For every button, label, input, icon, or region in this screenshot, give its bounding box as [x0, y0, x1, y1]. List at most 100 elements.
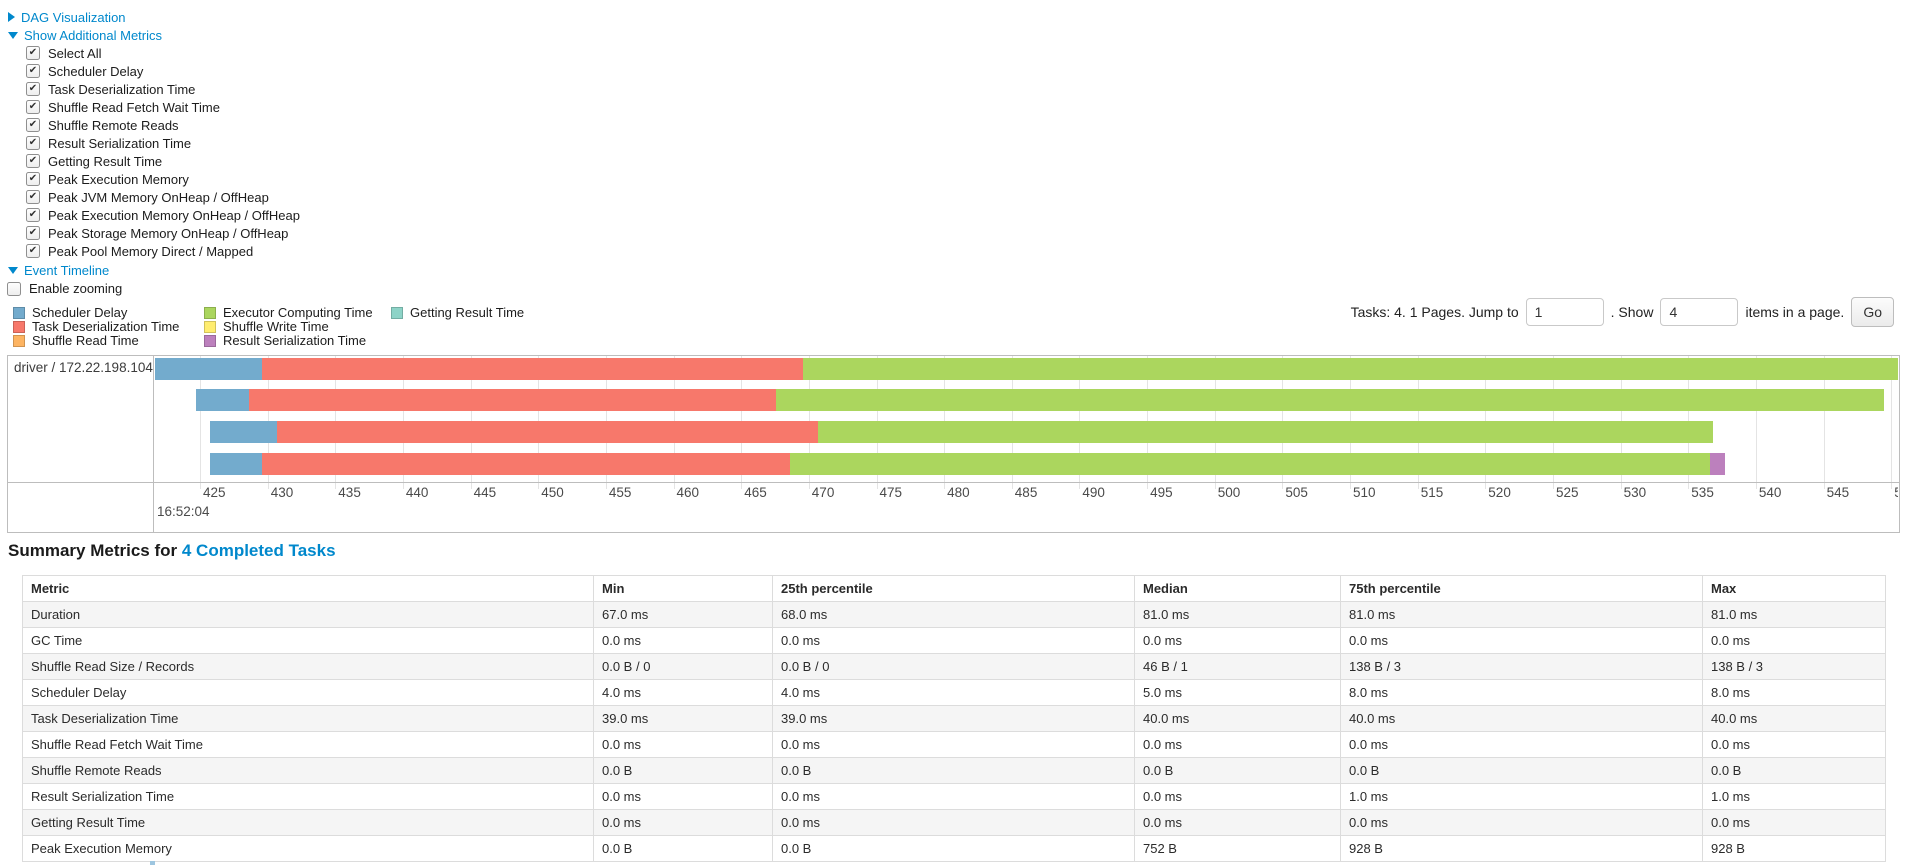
legend-label: Task Deserialization Time [32, 319, 180, 335]
task-segment-executor-computing[interactable] [789, 453, 1710, 475]
axis-tick-label: 485 [1014, 485, 1038, 500]
task-segment-task-deserialization[interactable] [262, 358, 804, 380]
legend-swatch-executor-computing [204, 306, 216, 319]
metric-value-cell: 0.0 ms [1340, 809, 1703, 836]
metric-name-cell: Peak Execution Memory [22, 835, 594, 862]
metric-list-item: ✔ Peak Pool Memory Direct / Mapped [26, 242, 300, 260]
legend-label: Scheduler Delay [32, 305, 128, 321]
metric-value-cell: 0.0 ms [772, 783, 1135, 810]
legend-swatch-result-serialization [204, 334, 216, 347]
axis-tick-label: 435 [338, 485, 361, 500]
metric-value-cell: 46 B / 1 [1134, 653, 1341, 680]
metric-checkbox-checked[interactable]: ✔ [26, 172, 40, 186]
column-header: Metric [22, 575, 594, 602]
items-per-page-input[interactable] [1660, 298, 1739, 326]
table-row: Getting Result Time 0.0 ms 0.0 ms 0.0 ms 0.0… [22, 809, 1886, 836]
task-segment-scheduler-delay[interactable] [209, 421, 278, 443]
legend-item: Getting Result Time [391, 305, 524, 320]
task-segment-task-deserialization[interactable] [262, 453, 790, 475]
task-pagination: Tasks: 4. 1 Pages. Jump to . Show items … [1351, 297, 1894, 327]
axis-tick-label: 510 [1353, 485, 1376, 500]
column-header: Max [1702, 575, 1886, 602]
timeline-legend: Scheduler Delay Task Deserialization Time… [13, 305, 713, 349]
event-timeline-label: Event Timeline [24, 262, 110, 278]
legend-label: Shuffle Write Time [223, 319, 329, 335]
task-segment-result-serialization[interactable] [1709, 453, 1725, 475]
column-header: Min [593, 575, 773, 602]
metric-name-cell: Scheduler Delay [22, 679, 594, 706]
metric-checkbox-label: Result Serialization Time [48, 135, 192, 151]
enable-zooming-row: Enable zooming [7, 281, 122, 296]
event-timeline-toggle[interactable]: Event Timeline [8, 262, 109, 278]
metric-checkbox-checked[interactable]: ✔ [26, 46, 40, 60]
legend-item: Executor Computing Time [204, 305, 373, 320]
legend-item: Scheduler Delay [13, 305, 179, 321]
table-row: Peak Execution Memory 0.0 B 0.0 B 752 B 928 … [22, 835, 1886, 862]
metric-value-cell: 5.0 ms [1134, 679, 1341, 706]
axis-tick-label: 425 [203, 485, 226, 500]
metric-value-cell: 0.0 B [1340, 757, 1703, 784]
metric-name-cell: GC Time [22, 627, 594, 654]
legend-label: Result Serialization Time [223, 333, 367, 349]
dag-visualization-toggle[interactable]: DAG Visualization [8, 9, 126, 25]
task-segment-executor-computing[interactable] [818, 421, 1713, 443]
metric-value-cell: 1.0 ms [1340, 783, 1703, 810]
enable-zooming-checkbox[interactable] [7, 281, 21, 296]
table-row: Task Deserialization Time 39.0 ms 39.0 ms 4… [22, 705, 1886, 732]
metric-checkbox-checked[interactable]: ✔ [26, 64, 40, 78]
axis-tick-label: 460 [676, 485, 700, 500]
metric-checkbox-checked[interactable]: ✔ [26, 118, 40, 132]
collapsed-arrow-icon [8, 12, 15, 22]
completed-tasks-link[interactable]: 4 Completed Tasks [181, 541, 336, 560]
task-segment-scheduler-delay[interactable] [155, 358, 263, 380]
task-segment-scheduler-delay[interactable] [209, 453, 263, 475]
task-segment-task-deserialization[interactable] [277, 421, 819, 443]
metric-value-cell: 4.0 ms [593, 679, 773, 706]
metric-checkbox-checked[interactable]: ✔ [26, 136, 40, 150]
enable-zooming-label: Enable zooming [29, 281, 123, 296]
axis-tick-label: 520 [1488, 485, 1511, 500]
metric-checkbox-checked[interactable]: ✔ [26, 154, 40, 168]
metric-checkbox-checked[interactable]: ✔ [26, 208, 40, 222]
metric-value-cell: 40.0 ms [1340, 705, 1703, 732]
timeline-group-label: driver / 172.22.198.104 [14, 360, 153, 375]
metric-value-cell: 0.0 B [1134, 757, 1341, 784]
metric-checkbox-checked[interactable]: ✔ [26, 100, 40, 114]
task-segment-executor-computing[interactable] [803, 358, 1898, 380]
legend-column: Scheduler Delay Task Deserialization Time… [13, 305, 180, 348]
task-segment-task-deserialization[interactable] [248, 389, 777, 411]
show-additional-metrics-toggle[interactable]: Show Additional Metrics [8, 27, 162, 43]
metric-value-cell: 0.0 ms [593, 627, 773, 654]
metric-value-cell: 0.0 B [1702, 757, 1886, 784]
task-bar-row [154, 453, 1898, 475]
axis-tick-label: 465 [744, 485, 767, 500]
metric-checkbox-checked[interactable]: ✔ [26, 190, 40, 204]
metric-value-cell: 1.0 ms [1702, 783, 1886, 810]
metric-list-item: ✔ Getting Result Time [26, 152, 300, 170]
metric-checkbox-label: Shuffle Remote Reads [48, 117, 179, 133]
jump-to-page-input[interactable] [1525, 298, 1604, 326]
axis-tick-label: 455 [608, 485, 632, 500]
table-row: Result Serialization Time 0.0 ms 0.0 ms 0.0… [22, 783, 1886, 810]
axis-tick-label: 525 [1556, 485, 1579, 500]
metric-checkbox-checked[interactable]: ✔ [26, 226, 40, 240]
task-segment-executor-computing[interactable] [776, 389, 1885, 411]
timeline-bars [154, 356, 1898, 482]
task-segment-scheduler-delay[interactable] [195, 389, 249, 411]
label-column-divider [153, 356, 154, 532]
axis-tick-label: 450 [541, 485, 564, 500]
metric-list-item: ✔ Peak JVM Memory OnHeap / OffHeap [26, 188, 300, 206]
metric-checkbox-checked[interactable]: ✔ [26, 244, 40, 258]
axis-tick-label: 530 [1623, 485, 1647, 500]
metric-value-cell: 0.0 ms [1340, 731, 1703, 758]
metric-value-cell: 81.0 ms [1134, 601, 1341, 628]
metric-checkbox-checked[interactable]: ✔ [26, 82, 40, 96]
legend-column: Executor Computing Time Shuffle Write Tim… [204, 305, 373, 349]
metric-checkbox-label: Task Deserialization Time [48, 81, 196, 97]
metric-value-cell: 0.0 ms [1134, 627, 1341, 654]
metric-value-cell: 752 B [1134, 835, 1341, 862]
go-button[interactable]: Go [1851, 297, 1894, 327]
axis-tick-label: 480 [947, 485, 970, 500]
metric-value-cell: 928 B [1702, 835, 1886, 862]
column-header: 25th percentile [772, 575, 1135, 602]
